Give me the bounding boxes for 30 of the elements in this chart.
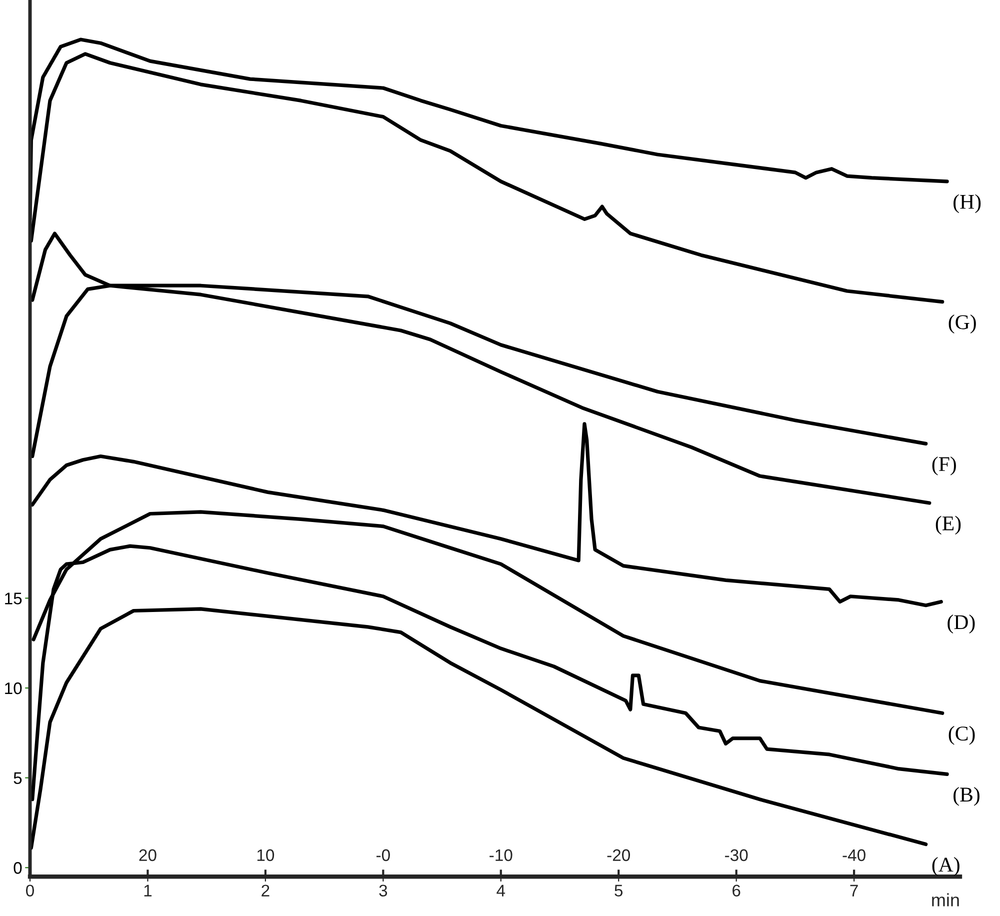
series-label: (G) — [948, 314, 976, 334]
x-tick-label: 1 — [144, 884, 152, 896]
x-axis-title: min — [932, 893, 959, 906]
x2-tick-label: 10 — [257, 849, 274, 862]
series-label: (C) — [948, 726, 975, 745]
x-tick-label: 3 — [379, 884, 388, 896]
series-label: (E) — [936, 516, 961, 535]
line-series — [30, 607, 928, 850]
x-tick-label: 7 — [850, 884, 858, 896]
series-label: (B) — [954, 786, 980, 806]
y-tick-label: 0 — [14, 862, 22, 874]
y-tick-label: 10 — [5, 682, 22, 694]
x-tick-label: 5 — [614, 884, 623, 896]
series-label: (H) — [954, 194, 981, 214]
x2-tick-label: -30 — [725, 849, 748, 862]
x-tick-label: 4 — [496, 884, 506, 896]
x2-tick-label: -40 — [842, 849, 866, 862]
series-label: (D) — [948, 614, 975, 634]
series-label: (A) — [932, 857, 960, 876]
x2-tick-label: -20 — [607, 849, 630, 862]
x2-tick-label: -0 — [376, 849, 390, 862]
x2-tick-label: -10 — [490, 849, 512, 862]
x-tick-label: 6 — [732, 884, 740, 896]
x-tick-label: 2 — [262, 884, 270, 896]
line-series — [30, 232, 932, 505]
x-tick-label: 0 — [26, 884, 34, 896]
y-tick-label: 5 — [14, 772, 22, 784]
x2-tick-label: 20 — [139, 849, 156, 862]
y-tick-label: 15 — [5, 592, 22, 604]
series-label: (F) — [932, 456, 956, 476]
